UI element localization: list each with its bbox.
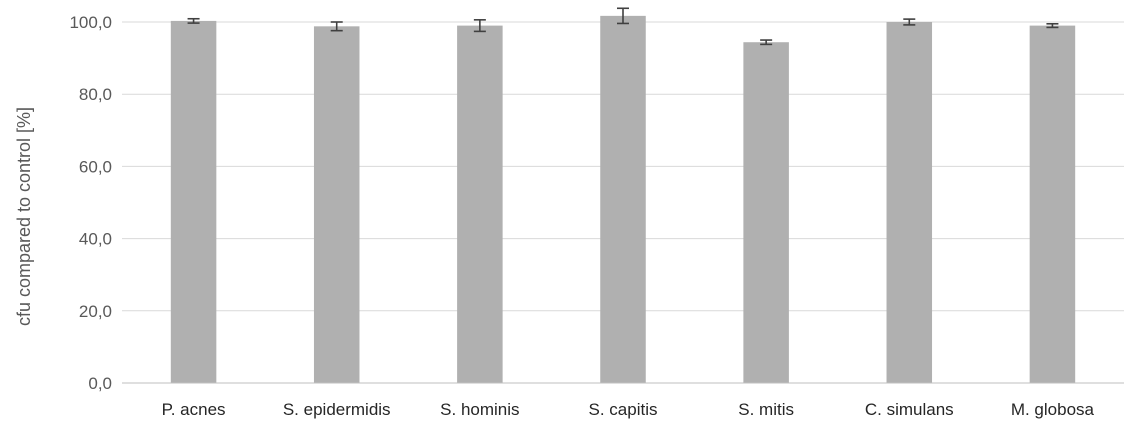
bar	[313, 26, 360, 383]
y-tick-label: 40,0	[79, 230, 112, 249]
x-axis-labels: P. acnes S. epidermidis S. hominis S. capit…	[162, 400, 1095, 419]
bar	[457, 25, 503, 384]
bar	[1029, 25, 1076, 384]
x-tick-label: C. simulans	[865, 400, 954, 419]
x-tick-label: S. epidermidis	[283, 400, 391, 419]
y-axis-ticks: 0,0 20,0 40,0 60,0 80,0 100,0	[69, 13, 112, 393]
bars	[170, 15, 1076, 384]
bar	[886, 22, 933, 383]
error-bar	[903, 18, 916, 26]
x-tick-label: P. acnes	[162, 400, 226, 419]
bar	[170, 20, 217, 384]
y-axis-title: cfu compared to control [%]	[14, 107, 34, 326]
x-tick-label: S. hominis	[440, 400, 519, 419]
error-bar	[473, 19, 486, 33]
x-tick-label: M. globosa	[1011, 400, 1095, 419]
error-bar	[330, 21, 343, 32]
y-tick-label: 60,0	[79, 157, 112, 176]
error-bar	[617, 7, 629, 25]
y-tick-label: 100,0	[69, 13, 112, 32]
error-bars	[187, 7, 1059, 46]
bar	[743, 42, 789, 383]
y-tick-label: 0,0	[88, 374, 112, 393]
x-tick-label: S. capitis	[589, 400, 658, 419]
error-bar	[187, 17, 200, 24]
y-tick-label: 20,0	[79, 302, 112, 321]
error-bar	[760, 39, 773, 46]
bar	[600, 15, 646, 383]
y-tick-label: 80,0	[79, 85, 112, 104]
x-tick-label: S. mitis	[738, 400, 794, 419]
error-bar	[1046, 23, 1059, 29]
